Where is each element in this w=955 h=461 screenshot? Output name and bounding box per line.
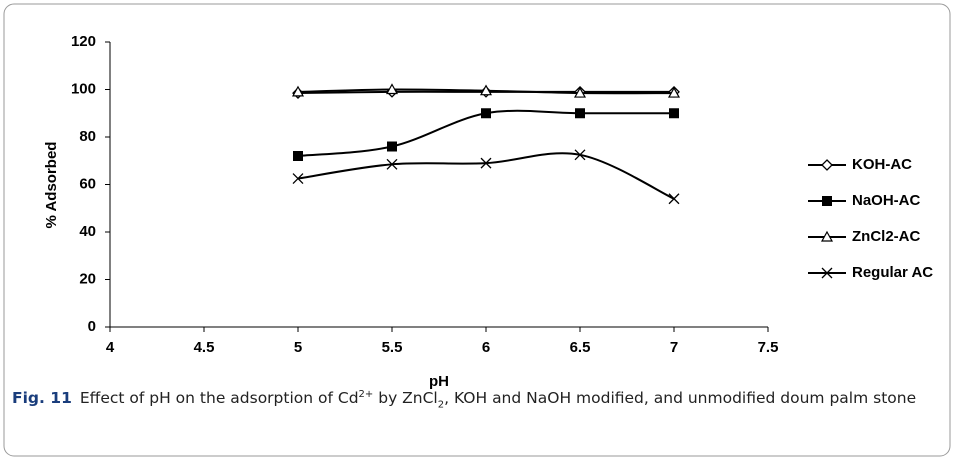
x-tick-label: 4 <box>106 339 115 356</box>
y-tick-label: 0 <box>88 318 96 335</box>
legend-marker <box>822 196 832 206</box>
legend-label: Regular AC <box>852 264 933 281</box>
caption-text: by ZnCl <box>373 389 438 408</box>
legend-label: KOH-AC <box>852 156 912 173</box>
x-tick-label: 7.5 <box>758 339 779 356</box>
frame <box>3 3 951 457</box>
marker <box>574 149 586 161</box>
caption-sup: 2+ <box>358 389 374 400</box>
y-tick-label: 20 <box>79 270 96 287</box>
marker <box>575 108 585 119</box>
marker <box>669 108 679 119</box>
x-tick-label: 7 <box>670 339 678 356</box>
x-tick-label: 6.5 <box>570 339 591 356</box>
y-tick-label: 100 <box>71 80 96 97</box>
marker <box>386 158 398 170</box>
marker <box>481 108 491 119</box>
legend-marker <box>820 230 834 242</box>
y-tick-label: 60 <box>79 175 96 192</box>
x-tick-label: 5.5 <box>382 339 403 356</box>
x-tick-label: 5 <box>294 339 302 356</box>
caption-text: Effect of pH on the adsorption of Cd <box>79 389 359 408</box>
caption-label: Fig. 11 <box>12 389 72 408</box>
caption: Fig. 11 Effect of pH on the adsorption of… <box>12 383 947 416</box>
marker <box>479 84 493 96</box>
caption-sub: 2 <box>437 399 445 411</box>
y-tick-label: 80 <box>79 128 96 145</box>
marker <box>668 193 680 205</box>
caption-text: , KOH and NaOH modified, and unmodified … <box>444 389 917 408</box>
marker <box>292 173 304 185</box>
legend-marker <box>821 267 833 279</box>
marker <box>293 151 303 161</box>
legend-label: ZnCl2-AC <box>852 228 920 245</box>
series-line <box>297 152 675 200</box>
marker <box>667 86 681 98</box>
y-tick-label: 40 <box>79 223 96 240</box>
marker <box>387 141 397 152</box>
y-tick-label: 120 <box>71 33 96 50</box>
marker <box>291 85 305 97</box>
y-axis-label: % Adsorbed <box>43 142 60 229</box>
marker <box>480 157 492 169</box>
x-axis-label: pH <box>429 373 449 390</box>
x-tick-label: 6 <box>482 339 490 356</box>
legend-marker <box>821 159 833 171</box>
x-tick-label: 4.5 <box>194 339 215 356</box>
marker <box>573 86 587 98</box>
marker <box>385 83 399 95</box>
legend-label: NaOH-AC <box>852 192 921 209</box>
